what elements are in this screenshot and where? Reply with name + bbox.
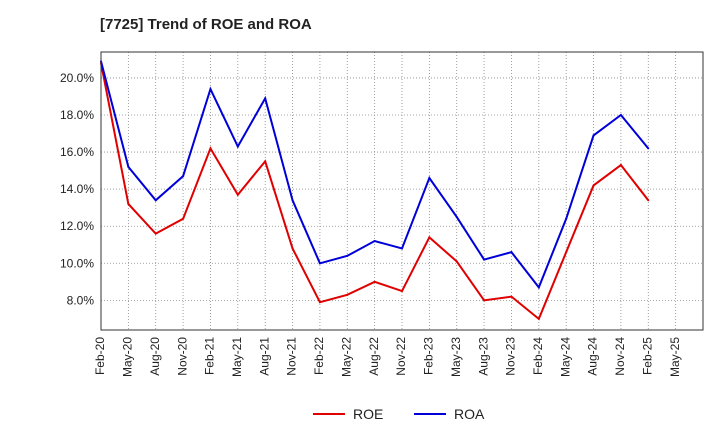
- x-tick-label: Feb-22: [312, 337, 326, 375]
- x-tick-label: May-22: [339, 337, 353, 377]
- x-tick-label: Feb-23: [422, 337, 436, 375]
- data-point-roa: [209, 88, 212, 91]
- data-point-roe: [537, 317, 540, 320]
- data-point-roa: [264, 97, 267, 100]
- x-tick-label: Feb-25: [640, 337, 654, 375]
- x-tick-label: May-21: [230, 337, 244, 377]
- data-point-roe: [647, 199, 650, 202]
- data-point-roa: [401, 247, 403, 250]
- data-point-roa: [483, 258, 486, 261]
- series-lines: [100, 60, 650, 321]
- data-point-roa: [373, 240, 376, 243]
- legend: ROE ROA: [313, 406, 485, 422]
- data-point-roe: [510, 295, 513, 298]
- x-tick-label: Nov-21: [285, 337, 299, 376]
- data-point-roe: [428, 236, 431, 239]
- data-point-roa: [537, 286, 540, 289]
- y-tick-label: 18.0%: [60, 108, 94, 122]
- data-point-roe: [318, 301, 321, 304]
- data-point-roa: [318, 262, 321, 265]
- x-tick-label: Feb-20: [93, 337, 107, 375]
- x-tick-label: Aug-22: [367, 337, 381, 376]
- axes: 8.0% 10.0% 12.0% 14.0% 16.0% 18.0% 20.0% Feb-20…: [60, 51, 704, 377]
- y-tick-label: 10.0%: [60, 256, 94, 270]
- data-point-roe: [565, 251, 568, 254]
- data-point-roe: [619, 164, 622, 167]
- data-point-roe: [236, 193, 239, 196]
- x-tick-label: Nov-20: [175, 337, 189, 376]
- x-tick-label: Aug-20: [148, 337, 162, 376]
- data-point-roe: [592, 184, 595, 187]
- grid-lines: [101, 52, 703, 330]
- data-point-roa: [346, 254, 349, 257]
- y-tick-label: 14.0%: [60, 182, 94, 196]
- x-tick-label: May-25: [668, 337, 682, 377]
- legend-label-roe: ROE: [353, 406, 383, 422]
- data-point-roe: [264, 160, 267, 163]
- data-point-roe: [127, 202, 130, 205]
- x-tick-label: Aug-23: [476, 337, 490, 376]
- data-point-roa: [154, 199, 157, 202]
- plot-frame: [100, 51, 704, 331]
- x-tick-label: Nov-24: [613, 337, 627, 376]
- data-point-roa: [647, 147, 650, 150]
- data-point-roe: [291, 247, 294, 250]
- data-point-roa: [455, 215, 458, 218]
- data-point-roa: [291, 199, 294, 202]
- chart-title: [7725] Trend of ROE and ROA: [100, 16, 312, 33]
- y-tick-label: 12.0%: [60, 219, 94, 233]
- data-point-roa: [565, 217, 568, 220]
- x-tick-label: May-23: [449, 337, 463, 377]
- data-point-roe: [373, 280, 376, 283]
- data-point-roe: [182, 217, 185, 220]
- data-point-roe: [483, 299, 486, 302]
- data-point-roe: [346, 293, 349, 296]
- x-tick-label: Feb-24: [531, 337, 545, 375]
- data-point-roa: [510, 251, 513, 254]
- data-point-roa: [127, 165, 130, 168]
- data-point-roe: [209, 147, 212, 150]
- data-point-roe: [154, 232, 157, 235]
- y-tick-label: 8.0%: [67, 293, 95, 307]
- data-point-roe: [455, 260, 458, 263]
- y-tick-label: 16.0%: [60, 145, 94, 159]
- x-tick-label: Aug-24: [586, 337, 600, 376]
- x-tick-label: May-20: [121, 337, 135, 377]
- x-tick-label: Feb-21: [203, 337, 217, 375]
- legend-label-roa: ROA: [454, 406, 485, 422]
- x-tick-label: Nov-23: [504, 337, 518, 376]
- data-point-roa: [236, 145, 239, 148]
- x-tick-label: Nov-22: [394, 337, 408, 376]
- data-point-roa: [619, 114, 622, 117]
- data-point-roa: [428, 177, 431, 180]
- x-tick-label: May-24: [558, 337, 572, 377]
- y-tick-label: 20.0%: [60, 71, 94, 85]
- x-tick-label: Aug-21: [257, 337, 271, 376]
- data-point-roe: [401, 290, 403, 293]
- data-point-roa: [182, 175, 185, 178]
- data-point-roa: [592, 134, 595, 137]
